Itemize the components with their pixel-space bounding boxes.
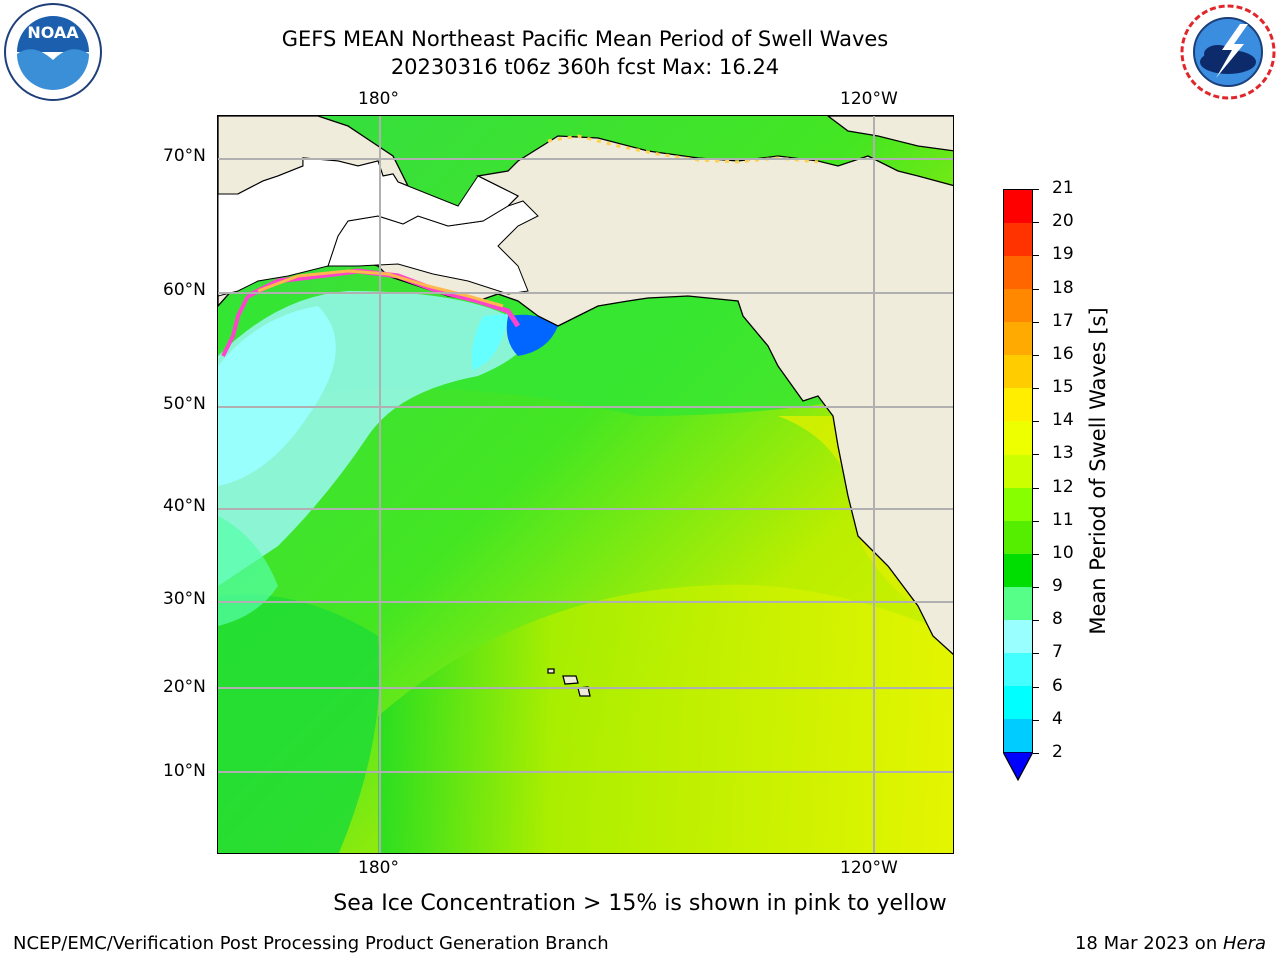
swell-period-map [218, 116, 953, 853]
ice-edge-yellow-north [547, 134, 819, 164]
colorbar-cell [1004, 520, 1032, 554]
colorbar-cell [1004, 685, 1032, 719]
colorbar-cell [1004, 388, 1032, 422]
sea-ice-caption: Sea Ice Concentration > 15% is shown in … [333, 891, 947, 916]
hawaii-island-1 [547, 668, 555, 674]
colorbar-tick-label: 8 [1052, 609, 1063, 630]
colorbar-cell [1004, 719, 1032, 753]
colorbar-cell [1004, 619, 1032, 653]
colorbar-cell [1004, 223, 1032, 257]
noaa-logo: NOAA [3, 2, 103, 102]
colorbar-tick-label: 11 [1052, 509, 1074, 530]
colorbar-tick-mark [1033, 653, 1039, 655]
colorbar-cell [1004, 355, 1032, 389]
colorbar-extend-arrow [1001, 751, 1035, 782]
colorbar-tick-mark [1033, 620, 1039, 622]
colorbar-tick-label: 13 [1052, 443, 1074, 464]
colorbar-tick-mark [1033, 189, 1039, 190]
colorbar-tick-mark [1033, 553, 1039, 555]
colorbar-tick-mark [1033, 686, 1039, 688]
footer-left: NCEP/EMC/Verification Post Processing Pr… [13, 933, 609, 954]
tropical-swell-field [378, 584, 953, 853]
colorbar-tick-mark [1033, 421, 1039, 423]
short-period-edge [218, 516, 278, 626]
colorbar-cell [1004, 586, 1032, 620]
arctic-island-land [826, 116, 953, 152]
colorbar [1003, 189, 1033, 753]
colorbar-tick-mark [1033, 222, 1039, 224]
colorbar-tick-label: 18 [1052, 277, 1074, 298]
colorbar-tick-label: 20 [1052, 211, 1074, 232]
colorbar-cell [1004, 652, 1032, 686]
graticule [218, 116, 953, 853]
colorbar-tick-label: 7 [1052, 642, 1063, 663]
colorbar-tick-mark [1033, 753, 1039, 754]
colorbar-cell [1004, 421, 1032, 455]
colorbar-cell [1004, 454, 1032, 488]
page-title: GEFS MEAN Northeast Pacific Mean Period … [281, 27, 889, 51]
gulf-blue-region [506, 314, 558, 356]
colorbar-tick-label: 14 [1052, 410, 1074, 431]
footer-date: 18 Mar 2023 on [1074, 933, 1223, 954]
colorbar-tick-mark [1033, 454, 1039, 456]
colorbar-tick-mark [1033, 388, 1039, 390]
lat-label-10n: 10°N [163, 761, 206, 781]
colorbar-label: Mean Period of Swell Waves [s] [1086, 307, 1110, 635]
colorbar-tick-label: 2 [1052, 742, 1063, 762]
lat-label-50n: 50°N [163, 394, 206, 414]
colorbar-tick-label: 9 [1052, 576, 1063, 597]
colorbar-tick-label: 16 [1052, 343, 1074, 364]
ice-edge-orange [257, 269, 504, 308]
colorbar-cell [1004, 487, 1032, 521]
lat-label-40n: 40°N [163, 496, 206, 516]
colorbar-tick-mark [1033, 487, 1039, 489]
nws-logo [1178, 2, 1278, 102]
colorbar-tick-label: 15 [1052, 377, 1074, 398]
colorbar-tick-mark [1033, 587, 1039, 589]
ice-edge-pink-west [221, 295, 250, 357]
page-subtitle: 20230316 t06z 360h fcst Max: 16.24 [390, 55, 780, 79]
lat-label-70n: 70°N [163, 146, 206, 166]
lat-label-20n: 20°N [163, 677, 206, 697]
colorbar-tick-mark [1033, 719, 1039, 721]
colorbar-cell [1004, 553, 1032, 587]
colorbar-cell [1004, 190, 1032, 224]
colorbar-cell [1004, 322, 1032, 356]
short-period-core [218, 306, 336, 486]
colorbar-ticks: 21 20 19 18 17 16 15 14 13 12 11 10 9 8 7 6 4 2 [1033, 178, 1093, 762]
colorbar-tick-label: 6 [1052, 675, 1063, 696]
colorbar-tick-label: 17 [1052, 310, 1074, 331]
colorbar-tick-label: 10 [1052, 542, 1074, 563]
colorbar-tick-label: 19 [1052, 244, 1074, 265]
lon-label-bottom-180: 180° [358, 858, 399, 878]
footer-machine: Hera [1222, 933, 1266, 954]
lon-label-bottom-120w: 120°W [840, 858, 898, 878]
colorbar-cell [1004, 256, 1032, 290]
colorbar-tick-mark [1033, 255, 1039, 257]
colorbar-tick-mark [1033, 288, 1039, 290]
lat-label-30n: 30°N [163, 589, 206, 609]
western-swell-field [218, 594, 380, 853]
lon-label-top-120w: 120°W [840, 89, 898, 109]
footer-right: 18 Mar 2023 on Hera [1075, 933, 1266, 954]
colorbar-tick-label: 12 [1052, 476, 1074, 497]
noaa-logo-text: NOAA [27, 23, 79, 42]
lon-label-top-180: 180° [358, 89, 399, 109]
gulf-cyan-region [471, 314, 508, 371]
colorbar-cell [1004, 289, 1032, 323]
colorbar-tick-label: 4 [1052, 708, 1063, 729]
colorbar-tick-mark [1033, 354, 1039, 356]
colorbar-tick-mark [1033, 520, 1039, 522]
lat-label-60n: 60°N [163, 280, 206, 300]
hawaii-island-2 [562, 675, 579, 685]
colorbar-tick-mark [1033, 321, 1039, 323]
colorbar-tick-label: 21 [1052, 178, 1074, 198]
map-panel [217, 115, 954, 854]
